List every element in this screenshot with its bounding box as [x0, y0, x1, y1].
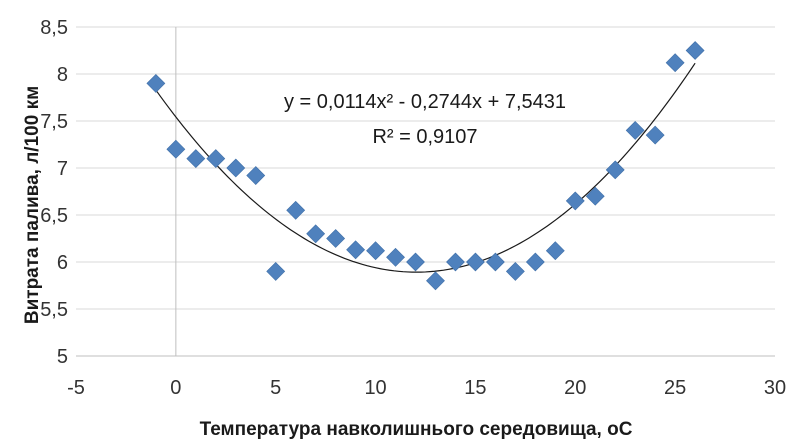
data-point — [545, 241, 565, 261]
trendline-equation: y = 0,0114x² - 0,2744x + 7,5431 — [284, 91, 566, 113]
x-tick-label: 20 — [564, 377, 586, 399]
x-tick-label: 25 — [664, 377, 686, 399]
data-point — [146, 73, 166, 93]
x-tick-label: 15 — [464, 377, 486, 399]
r-squared-label: R² = 0,9107 — [372, 126, 477, 148]
y-axis-title: Витрата палива, л/100 км — [22, 86, 43, 324]
gridlines — [76, 26, 775, 357]
data-point — [366, 241, 385, 261]
y-tick-label: 6,5 — [40, 205, 68, 227]
y-tick-label: 7 — [57, 158, 68, 180]
x-tick-label: 5 — [270, 377, 281, 399]
data-point — [226, 158, 246, 178]
y-tick-label: 5 — [57, 346, 68, 368]
data-point — [406, 252, 425, 272]
data-point — [585, 186, 605, 206]
trendline — [155, 62, 696, 273]
data-point — [166, 139, 186, 159]
x-tick-label: 10 — [364, 377, 386, 399]
data-point — [645, 125, 665, 145]
data-point — [525, 252, 545, 272]
data-point — [605, 160, 625, 180]
tick-labels: 5 5,5 6 6,5 7 7,5 8 8,5 -5 0 5 10 15 20 25 30 — [40, 17, 786, 399]
data-point — [625, 120, 645, 140]
data-point — [505, 261, 525, 281]
data-point — [286, 200, 306, 220]
data-point — [186, 149, 206, 169]
data-point — [386, 247, 405, 267]
x-tick-label: 30 — [764, 377, 786, 399]
data-point — [426, 271, 445, 291]
y-tick-label: 8,5 — [40, 17, 68, 39]
y-tick-label: 8 — [57, 64, 68, 86]
data-point — [685, 41, 705, 60]
data-point — [206, 149, 226, 169]
trendline-group — [155, 62, 696, 273]
data-point — [246, 166, 266, 185]
y-tick-label: 7,5 — [40, 111, 68, 133]
y-tick-label: 6 — [57, 252, 68, 274]
x-tick-label: 0 — [170, 377, 181, 399]
data-points — [146, 41, 705, 291]
data-point — [565, 191, 585, 211]
x-axis-title: Температура навколишнього середовища, оС — [200, 419, 633, 440]
data-point — [326, 229, 346, 248]
axes — [76, 27, 775, 357]
data-point — [266, 261, 286, 281]
data-point — [446, 252, 465, 272]
data-point — [665, 53, 685, 73]
data-point — [306, 224, 326, 244]
y-tick-label: 5,5 — [40, 299, 68, 321]
x-tick-label: -5 — [67, 377, 85, 399]
data-point — [485, 252, 505, 272]
data-point — [466, 252, 485, 272]
data-point — [346, 240, 366, 260]
